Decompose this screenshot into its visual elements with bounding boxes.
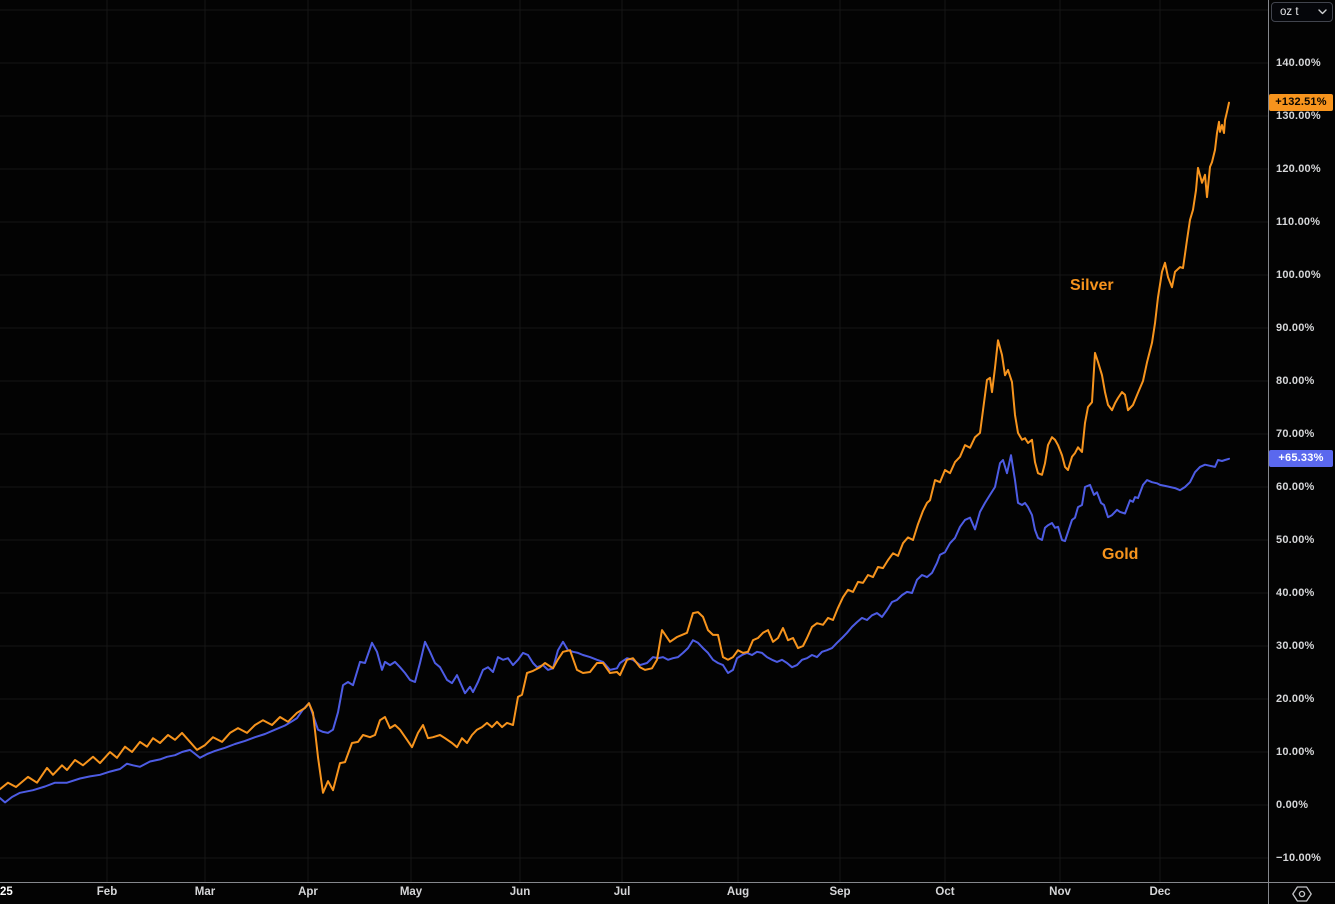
price-tick-label: 10.00%: [1276, 746, 1315, 758]
price-tick-label: 30.00%: [1276, 640, 1315, 652]
time-scale[interactable]: 25 Feb Mar Apr May Jun Jul Aug Sep Oct Nov Dec: [0, 883, 1268, 904]
price-tick-label: 90.00%: [1276, 322, 1315, 334]
silver-series-label: Silver: [1070, 277, 1114, 294]
price-tick-label: 0.00%: [1276, 799, 1309, 811]
unit-selector-label: oz t: [1280, 6, 1299, 18]
gold-last-price-badge: +65.33%: [1269, 450, 1333, 468]
price-tick-label: 130.00%: [1276, 110, 1321, 122]
price-tick-label: 70.00%: [1276, 428, 1315, 440]
price-tick-label: 50.00%: [1276, 534, 1315, 546]
time-tick-label: Aug: [726, 886, 750, 898]
price-tick-label: 120.00%: [1276, 163, 1321, 175]
price-tick-label: 60.00%: [1276, 481, 1315, 493]
price-tick-label: 100.00%: [1276, 269, 1321, 281]
time-tick-label: Jun: [509, 886, 531, 898]
time-tick-label: Dec: [1149, 886, 1171, 898]
silver-series-line[interactable]: [0, 101, 1230, 794]
price-scale-settings-button[interactable]: [1269, 883, 1335, 904]
time-tick-label: Nov: [1049, 886, 1071, 898]
price-tick-label: 110.00%: [1276, 216, 1321, 228]
time-tick-label: Sep: [829, 886, 851, 898]
price-scale[interactable]: 140.00% 130.00% 120.00% 110.00% 100.00% 90.00…: [1269, 0, 1335, 882]
time-tick-label: Jul: [613, 886, 631, 898]
time-tick-year-label: 25: [0, 886, 13, 898]
gold-series-line[interactable]: [0, 454, 1230, 804]
price-scale-border: [1268, 0, 1269, 904]
time-tick-label: Apr: [298, 886, 318, 898]
time-tick-label: Feb: [96, 886, 118, 898]
price-tick-label: 140.00%: [1276, 57, 1321, 69]
price-chart-canvas[interactable]: [0, 0, 1268, 882]
price-tick-label: 80.00%: [1276, 375, 1315, 387]
chevron-down-icon: [1318, 9, 1327, 15]
hexagon-settings-icon: [1292, 885, 1312, 902]
time-scale-border: [0, 882, 1335, 883]
time-tick-label: May: [399, 886, 423, 898]
gold-series-label: Gold: [1102, 546, 1139, 563]
price-tick-label: 20.00%: [1276, 693, 1315, 705]
silver-last-price-badge: +132.51%: [1269, 94, 1333, 112]
time-tick-label: Mar: [194, 886, 216, 898]
price-tick-label: −10.00%: [1276, 852, 1322, 864]
time-tick-label: Oct: [935, 886, 955, 898]
unit-selector-button[interactable]: oz t: [1271, 2, 1333, 22]
price-tick-label: 40.00%: [1276, 587, 1315, 599]
